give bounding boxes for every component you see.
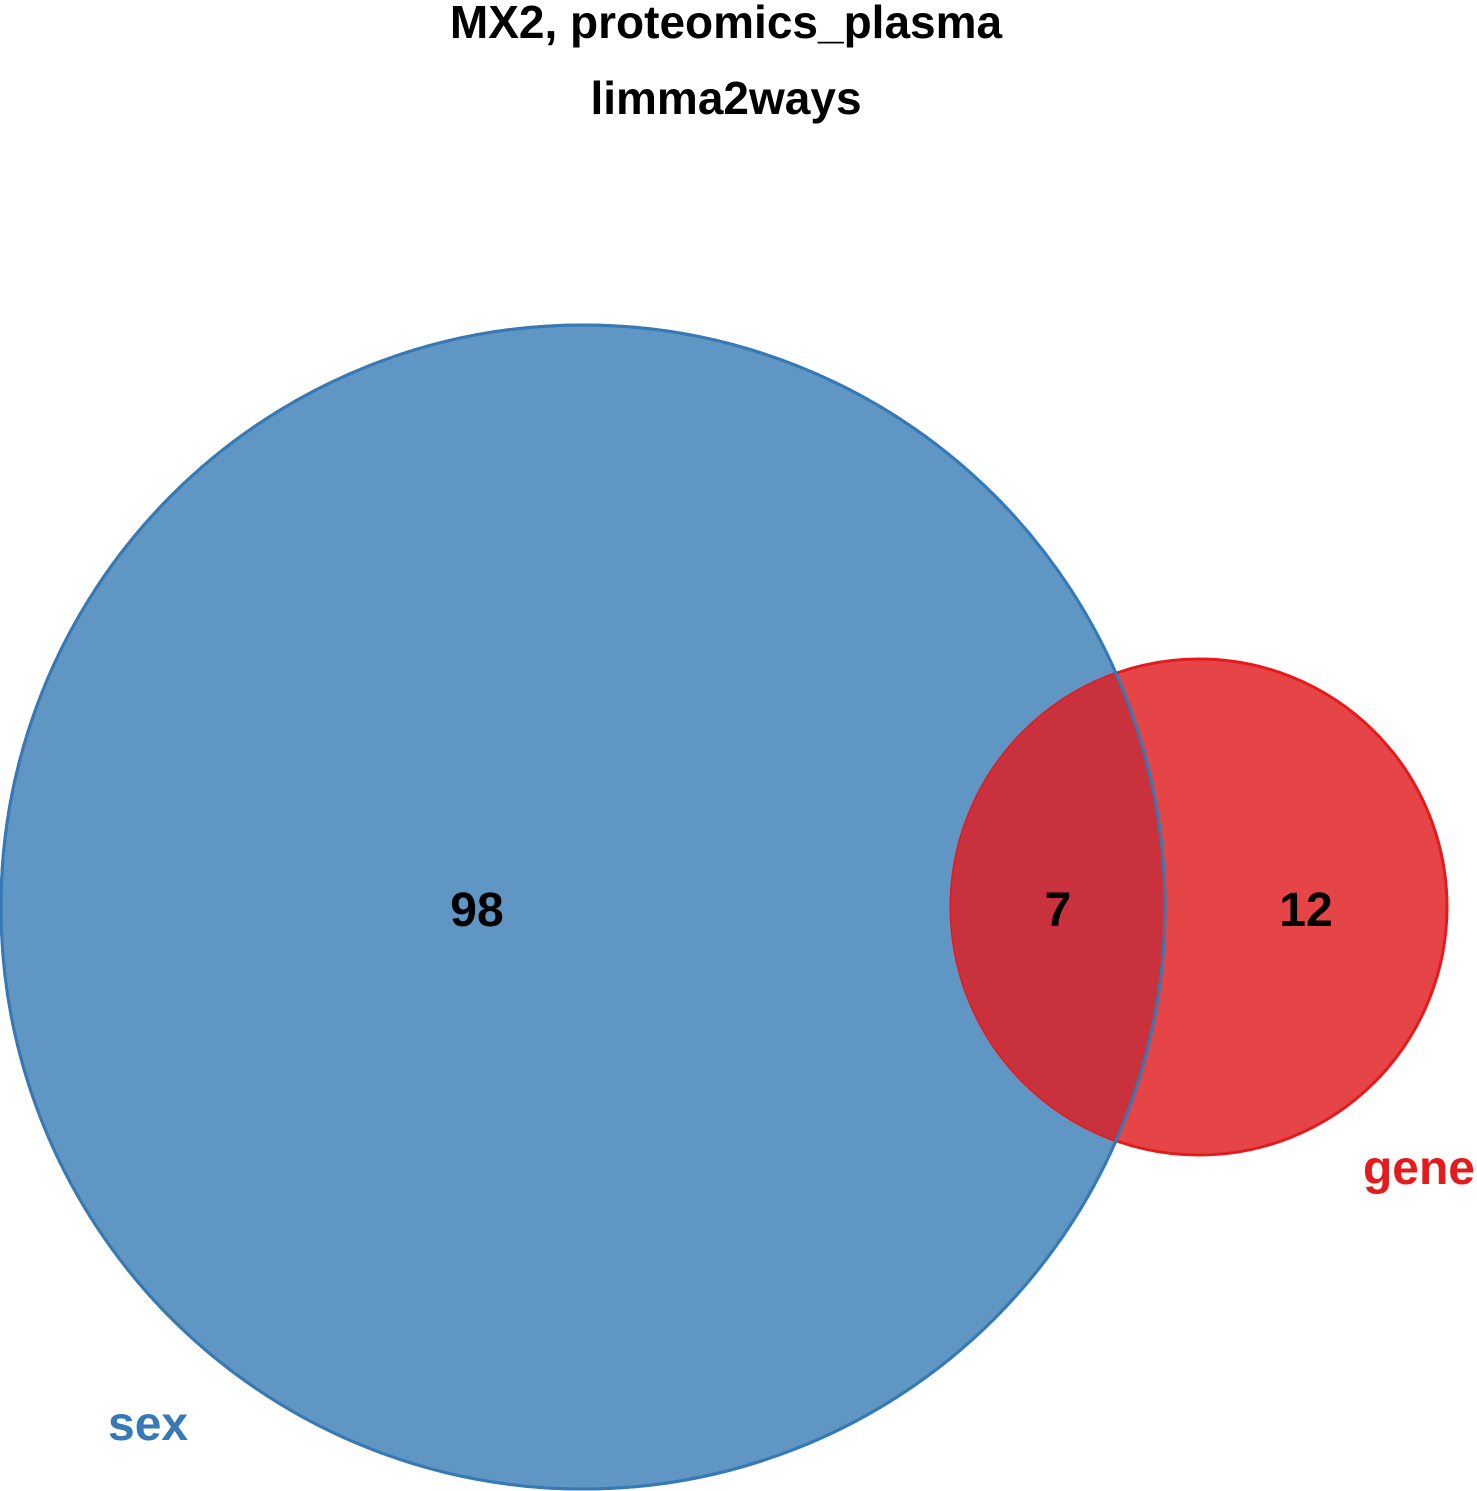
diagram-title-line2: limma2ways bbox=[590, 72, 861, 124]
gene-set-label: gene bbox=[1363, 1142, 1475, 1195]
sex-set-label: sex bbox=[108, 1398, 188, 1451]
sex-only-count: 98 bbox=[450, 884, 503, 937]
sex-set-outline bbox=[0, 323, 1167, 1491]
gene-only-count: 12 bbox=[1279, 884, 1332, 937]
intersection-region bbox=[951, 659, 1165, 1155]
intersection-count: 7 bbox=[1045, 884, 1072, 937]
diagram-title-line1: MX2, proteomics_plasma bbox=[450, 0, 1003, 48]
